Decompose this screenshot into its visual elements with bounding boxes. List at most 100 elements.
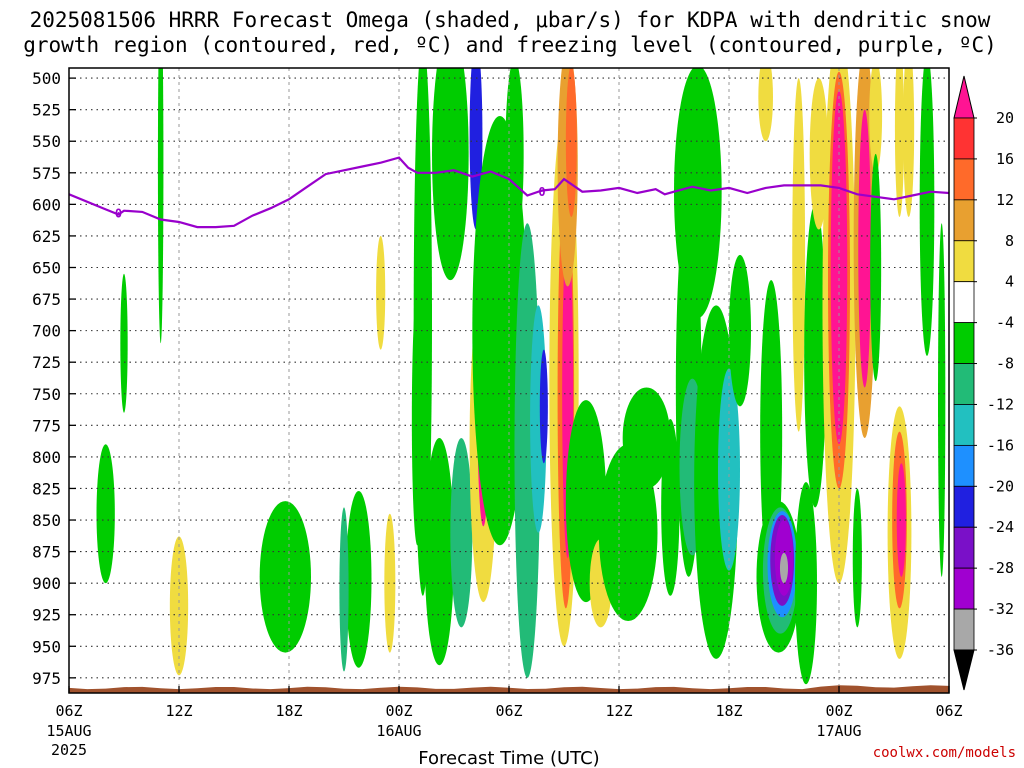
y-tick-label: 525: [32, 101, 61, 120]
y-tick-label: 950: [32, 637, 61, 656]
colorbar-label: 16: [996, 150, 1014, 168]
omega-cell: [804, 204, 827, 508]
y-tick-label: 875: [32, 543, 61, 562]
omega-cell: [432, 68, 469, 281]
colorbar-swatch: [953, 199, 975, 242]
omega-cell: [894, 68, 905, 217]
y-tick-label: 600: [32, 195, 61, 214]
y-tick-label: 725: [32, 353, 61, 372]
omega-cell: [870, 153, 882, 382]
omega-cell: [157, 68, 164, 344]
watermark: coolwx.com/models: [873, 745, 1016, 761]
omega-cell: [903, 68, 915, 217]
colorbar-label: -12: [987, 395, 1014, 413]
x-tick-label: 00Z: [385, 702, 412, 720]
colorbar-label: 4: [1005, 273, 1014, 291]
y-tick-label: 550: [32, 132, 61, 151]
x-tick-date: 17AUG: [816, 722, 861, 740]
colorbar-label: -16: [987, 436, 1014, 454]
x-tick-label: 00Z: [825, 702, 852, 720]
x-tick-label: 06Z: [55, 702, 82, 720]
omega-cell: [758, 68, 773, 142]
omega-cell: [411, 292, 423, 546]
y-tick-label: 800: [32, 448, 61, 467]
y-tick-label: 675: [32, 290, 61, 309]
omega-cell: [565, 68, 577, 217]
chart-title-line-1: 2025081506 HRRR Forecast Omega (shaded, …: [30, 8, 991, 32]
omega-cell: [539, 349, 548, 464]
y-tick-label: 775: [32, 416, 61, 435]
omega-cell: [919, 68, 935, 356]
omega-cell: [450, 437, 473, 628]
omega-cell: [345, 490, 372, 668]
omega-cell: [384, 513, 396, 653]
colorbar-swatch: [953, 567, 975, 610]
colorbar-swatch: [953, 444, 975, 487]
y-tick-label: 825: [32, 479, 61, 498]
colorbar-swatch: [953, 526, 975, 569]
freezing-level-label: 0: [538, 185, 545, 199]
omega-cell: [858, 109, 872, 388]
omega-cell: [809, 78, 828, 230]
omega-cell: [259, 501, 312, 653]
omega-cell: [852, 488, 862, 628]
y-tick-label: 925: [32, 606, 61, 625]
omega-cell: [120, 273, 128, 413]
freezing-level-line: [69, 156, 949, 229]
colorbar-label: -8: [996, 355, 1014, 373]
x-tick-label: 06Z: [935, 702, 962, 720]
y-tick-label: 750: [32, 385, 61, 404]
x-axis-label: Forecast Time (UTC): [418, 748, 599, 768]
colorbar-label: 12: [996, 191, 1014, 209]
colorbar-label: 8: [1005, 232, 1014, 250]
y-tick-label: 650: [32, 258, 61, 277]
colorbar-swatch: [953, 281, 975, 324]
omega-cell: [376, 235, 386, 350]
y-tick-label: 500: [32, 69, 61, 88]
colorbar-label: -28: [987, 559, 1014, 577]
colorbar-label: -24: [987, 518, 1014, 536]
y-tick-label: 900: [32, 574, 61, 593]
omega-cell: [896, 463, 906, 577]
colorbar-swatch: [953, 158, 975, 201]
colorbar-swatch: [953, 240, 975, 283]
y-tick-label: 575: [32, 164, 61, 183]
x-tick-date: 16AUG: [376, 722, 421, 740]
colorbar-bottom-arrow: [953, 649, 975, 691]
omega-cell: [779, 552, 789, 584]
colorbar-label: -4: [996, 314, 1014, 332]
x-tick-label: 12Z: [605, 702, 632, 720]
omega-cell: [622, 387, 671, 489]
omega-cell: [869, 68, 883, 173]
freezing-level-label: 0: [115, 207, 122, 221]
x-tick-label: 12Z: [165, 702, 192, 720]
y-tick-label: 975: [32, 669, 61, 688]
colorbar-top-arrow: [953, 75, 975, 119]
omega-cell: [96, 444, 115, 584]
x-tick-label: 06Z: [495, 702, 522, 720]
colorbar-swatch: [953, 363, 975, 405]
omega-cell: [169, 536, 189, 676]
omega-cell: [661, 419, 680, 596]
colorbar-label: -32: [987, 600, 1014, 618]
chart-title-line-2: growth region (contoured, red, ºC) and f…: [23, 33, 997, 57]
x-tick-label: 18Z: [275, 702, 302, 720]
omega-cell: [938, 223, 946, 577]
colorbar-swatch: [953, 485, 975, 528]
colorbar-swatch: [953, 117, 975, 160]
colorbar-swatch: [953, 608, 975, 651]
x-tick-label: 18Z: [715, 702, 742, 720]
x-tick-year: 2025: [51, 741, 87, 759]
y-tick-label: 850: [32, 511, 61, 530]
colorbar-label: -20: [987, 477, 1014, 495]
colorbar-label: 20: [996, 109, 1014, 127]
colorbar-swatch: [953, 404, 975, 446]
omega-cell: [505, 68, 524, 249]
y-tick-label: 700: [32, 322, 61, 341]
omega-cell: [792, 78, 806, 432]
omega-cell: [424, 437, 455, 666]
y-tick-label: 625: [32, 227, 61, 246]
x-tick-date: 15AUG: [46, 722, 91, 740]
omega-cell: [339, 507, 349, 672]
